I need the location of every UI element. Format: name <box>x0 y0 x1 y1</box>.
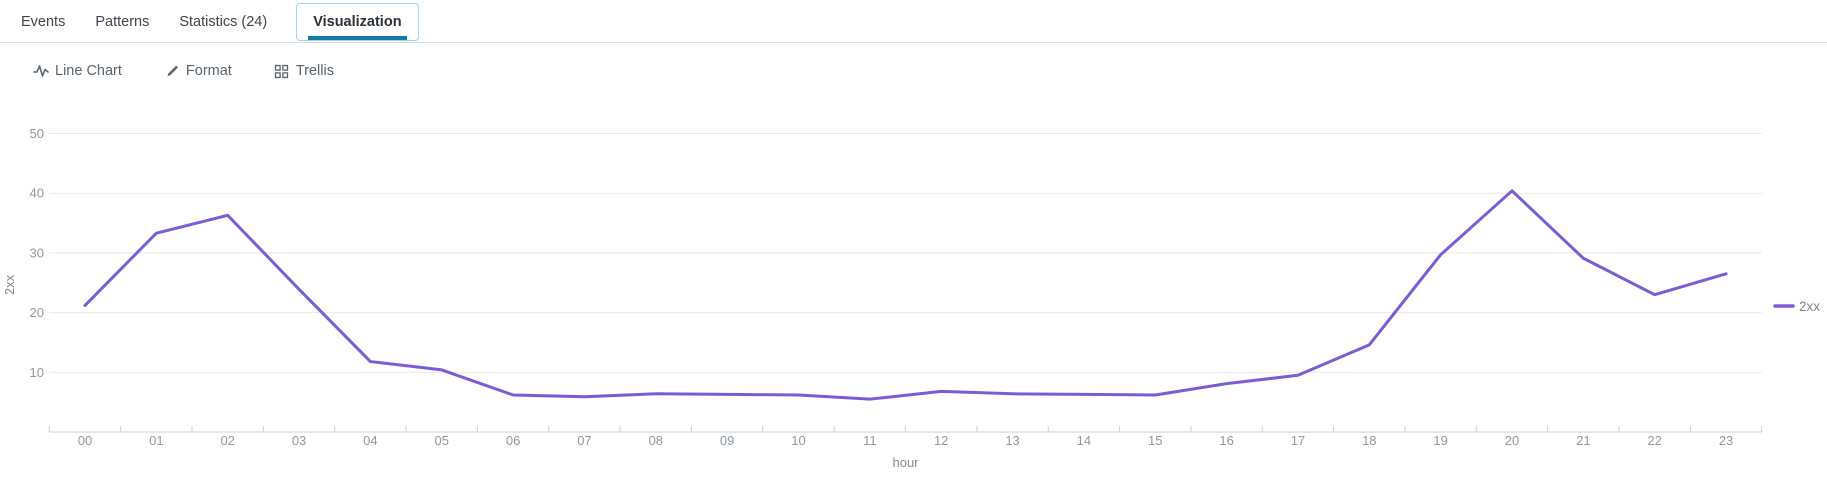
x-tick-label: 08 <box>649 433 663 448</box>
x-tick-label: 06 <box>506 433 520 448</box>
tab-statistics-label: Statistics (24) <box>179 14 268 30</box>
results-tab-bar: Events Patterns Statistics (24) Visualiz… <box>0 0 1827 43</box>
x-tick-label: 20 <box>1505 433 1519 448</box>
trellis-label: Trellis <box>295 63 334 79</box>
x-tick-label: 03 <box>292 433 306 448</box>
legend-label[interactable]: 2xx <box>1799 299 1820 314</box>
chart-type-button[interactable]: Line Chart <box>33 63 122 79</box>
y-tick-label: 10 <box>30 365 44 380</box>
y-tick-label: 50 <box>30 126 44 141</box>
x-tick-label: 18 <box>1362 433 1376 448</box>
chart-type-label: Line Chart <box>55 63 122 79</box>
x-tick-label: 02 <box>220 433 234 448</box>
x-tick-label: 19 <box>1433 433 1447 448</box>
x-tick-label: 11 <box>863 433 877 448</box>
chart-svg: 10 20 30 40 50 00 01 02 03 04 05 06 07 08 09 10 11 12 13 14… <box>2 126 1820 470</box>
x-tick-label: 07 <box>577 433 591 448</box>
x-tick-label: 21 <box>1576 433 1590 448</box>
x-tick-label: 16 <box>1219 433 1233 448</box>
y-axis-title: 2xx <box>2 274 17 295</box>
x-axis-title: hour <box>892 455 919 470</box>
tab-visualization[interactable]: Visualization <box>296 3 419 41</box>
tab-statistics[interactable]: Statistics (24) <box>164 2 282 42</box>
format-button[interactable]: Format <box>164 63 232 79</box>
tab-patterns[interactable]: Patterns <box>80 2 164 42</box>
x-tick-label: 04 <box>363 433 377 448</box>
x-tick-label: 23 <box>1719 433 1733 448</box>
x-tick-label: 00 <box>78 433 92 448</box>
x-tick-label: 13 <box>1005 433 1019 448</box>
format-label: Format <box>185 63 232 79</box>
x-tick-label: 12 <box>934 433 948 448</box>
trellis-button[interactable]: Trellis <box>274 63 334 79</box>
x-tick-label: 05 <box>435 433 449 448</box>
tab-events[interactable]: Events <box>6 2 80 42</box>
x-tick-label: 22 <box>1647 433 1661 448</box>
x-tick-label: 10 <box>791 433 805 448</box>
x-tick-label: 17 <box>1291 433 1305 448</box>
line-chart-icon <box>33 63 49 79</box>
x-tick-label: 15 <box>1148 433 1162 448</box>
y-tick-label: 20 <box>30 305 44 320</box>
chart-toolbar: Line Chart Format T <box>0 52 334 90</box>
tab-events-label: Events <box>21 14 66 30</box>
pencil-icon <box>164 63 180 79</box>
y-tick-label: 30 <box>30 245 44 260</box>
y-tick-label: 40 <box>30 186 44 201</box>
x-tick-label: 14 <box>1077 433 1091 448</box>
tab-visualization-label: Visualization <box>313 14 402 30</box>
grid-icon <box>274 63 290 79</box>
x-tick-label: 01 <box>149 433 163 448</box>
tab-patterns-label: Patterns <box>95 14 150 30</box>
x-tick-label: 09 <box>720 433 734 448</box>
series-line-2xx[interactable] <box>83 189 1728 401</box>
